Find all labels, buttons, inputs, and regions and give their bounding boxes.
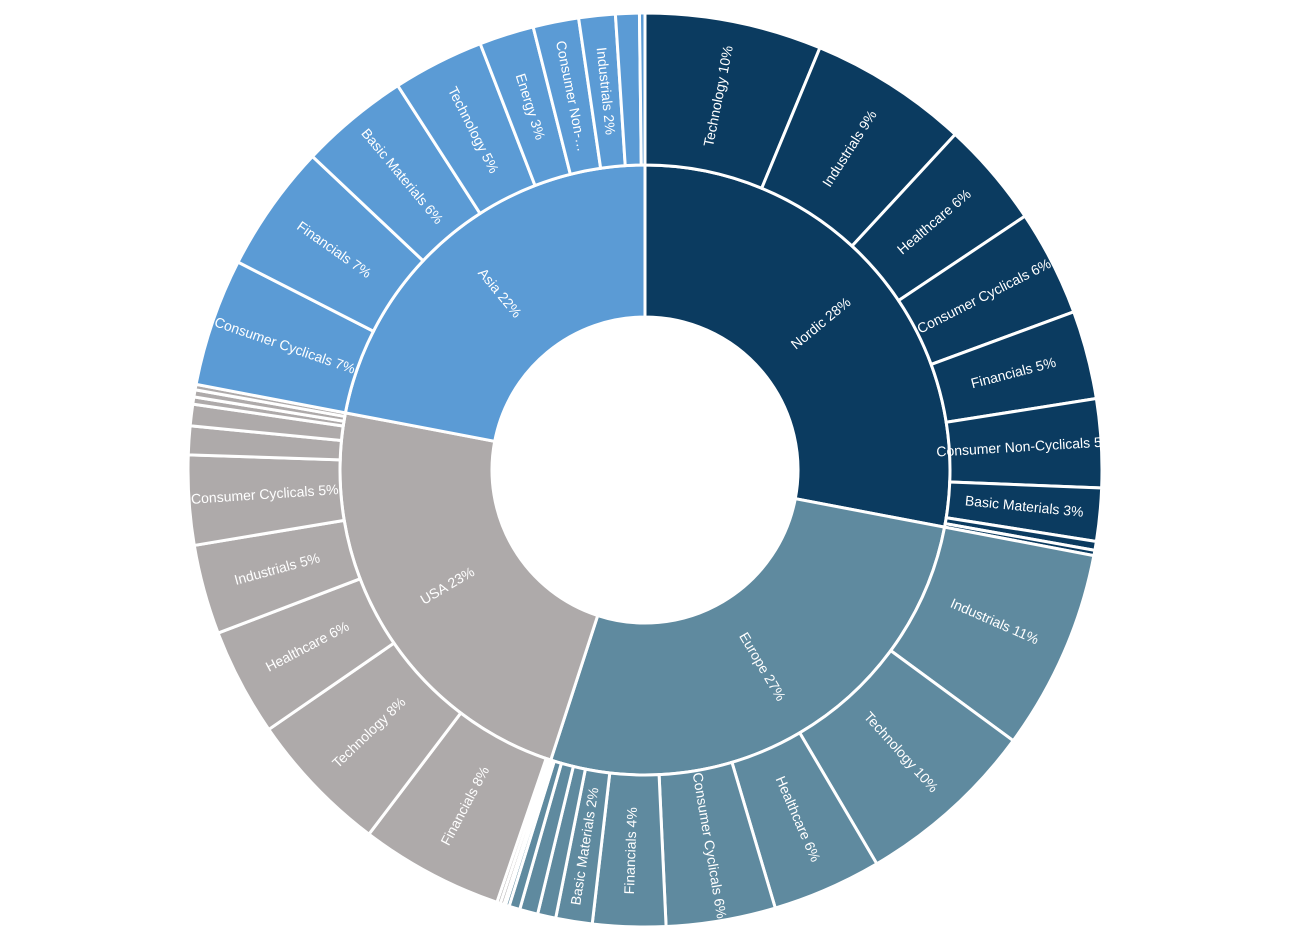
outer-segment	[637, 11, 647, 167]
segment-label: Financials 4%	[621, 807, 640, 895]
